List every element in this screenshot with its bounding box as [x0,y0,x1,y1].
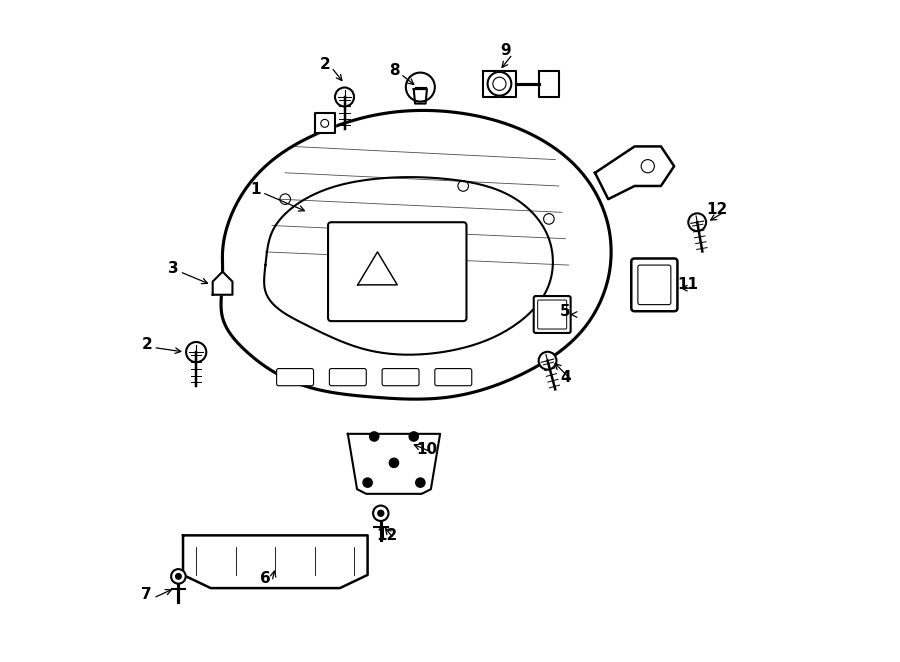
Text: 11: 11 [677,277,698,293]
Circle shape [416,478,425,487]
FancyBboxPatch shape [276,369,313,386]
Polygon shape [414,89,427,103]
Circle shape [335,87,354,107]
Text: 3: 3 [167,261,178,276]
Polygon shape [315,113,335,133]
FancyBboxPatch shape [329,369,366,386]
Circle shape [410,432,418,441]
Text: 4: 4 [560,369,571,385]
Circle shape [378,510,383,516]
Polygon shape [347,434,440,494]
FancyBboxPatch shape [435,369,472,386]
Circle shape [171,569,185,584]
Circle shape [370,432,379,441]
Circle shape [390,458,399,467]
Text: 8: 8 [389,63,400,78]
Circle shape [363,478,373,487]
Polygon shape [183,536,367,588]
Text: 2: 2 [141,337,152,352]
Circle shape [539,352,556,369]
FancyBboxPatch shape [631,258,678,311]
Circle shape [488,72,511,95]
Polygon shape [539,71,559,97]
FancyBboxPatch shape [638,265,670,305]
Circle shape [176,573,181,579]
Circle shape [374,506,389,521]
Circle shape [406,73,435,101]
FancyBboxPatch shape [537,300,567,329]
Text: 6: 6 [260,571,271,586]
Text: 1: 1 [250,182,261,197]
FancyBboxPatch shape [382,369,419,386]
Circle shape [688,213,706,231]
Text: 12: 12 [377,528,398,543]
Polygon shape [221,111,611,399]
Polygon shape [483,71,516,97]
Polygon shape [357,252,397,285]
Polygon shape [264,177,553,355]
Text: 7: 7 [141,587,152,602]
Text: 2: 2 [320,56,330,71]
Text: 12: 12 [706,201,727,216]
Polygon shape [212,271,232,295]
FancyBboxPatch shape [534,296,571,333]
Circle shape [186,342,206,362]
FancyBboxPatch shape [328,222,466,321]
Text: 10: 10 [417,442,437,457]
Circle shape [493,77,506,91]
Text: 9: 9 [500,43,511,58]
Polygon shape [595,146,674,199]
Text: 5: 5 [560,304,571,318]
